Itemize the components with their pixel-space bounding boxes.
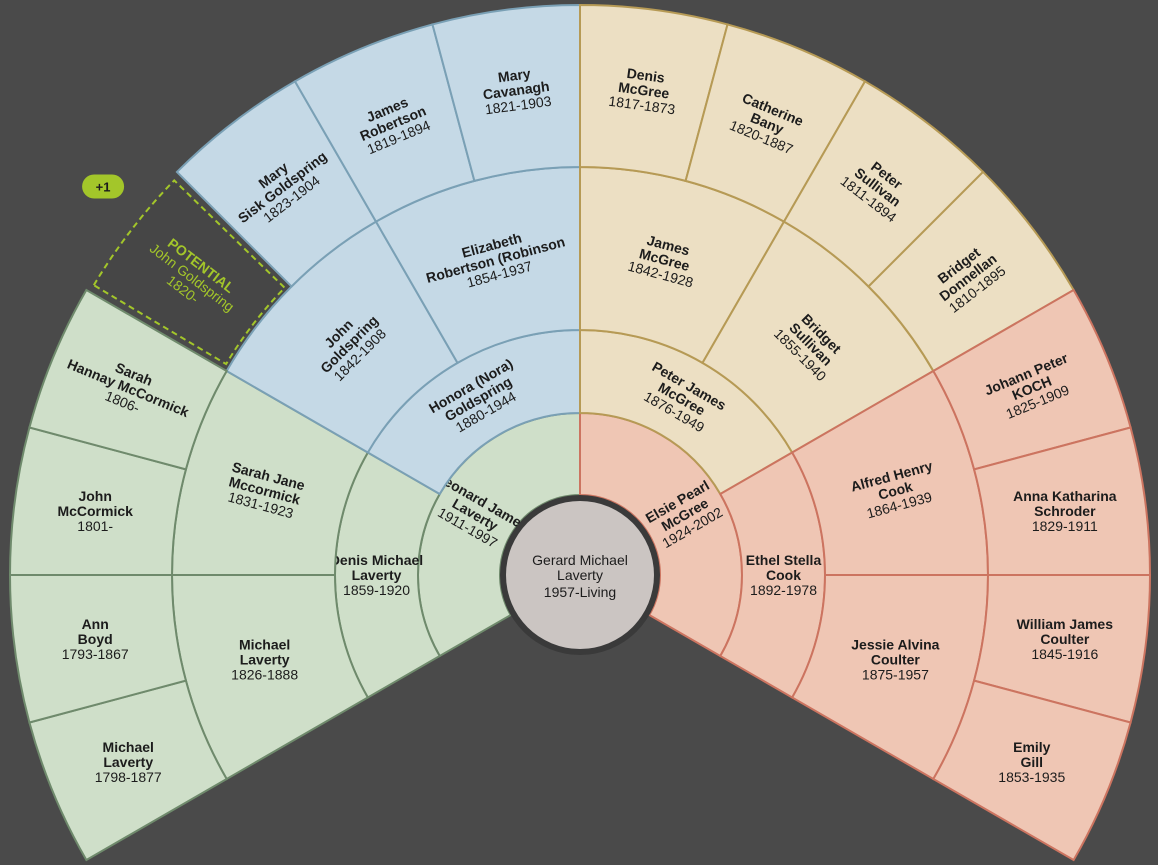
person-name: Michael [239, 637, 290, 653]
person-dates: 1793-1867 [62, 646, 129, 662]
person-dates: 1798-1877 [95, 769, 162, 785]
root-circle [506, 501, 654, 649]
person-name: Boyd [78, 631, 113, 647]
person-dates: 1826-1888 [231, 667, 298, 683]
segment-shape [28, 288, 229, 471]
person-name: Mary [497, 65, 532, 85]
person-dates: 1892-1978 [750, 582, 817, 598]
person-name: Jessie Alvina [851, 637, 939, 653]
person-name: Michael [103, 739, 154, 755]
badge-text: +1 [96, 179, 111, 194]
person-dates: 1845-1916 [1031, 646, 1098, 662]
person-dates: 1859-1920 [343, 582, 410, 598]
person-name: Coulter [871, 652, 921, 668]
root-dates: 1957-Living [544, 584, 616, 600]
person-name: John [78, 488, 111, 504]
potential-segment-shape [92, 178, 287, 366]
person-name: Laverty [240, 652, 290, 668]
person-name: Ethel Stella [746, 552, 822, 568]
person-name: Emily [1013, 739, 1051, 755]
person-dates: 1875-1957 [862, 667, 929, 683]
person-name: Ann [82, 616, 109, 632]
person-name: McCormick [57, 503, 133, 519]
segment-shape [931, 679, 1132, 862]
root-name: Laverty [557, 567, 603, 583]
add-potential-badge[interactable]: +1 [82, 174, 125, 199]
person-name: Coulter [1040, 631, 1090, 647]
badge-pill [82, 174, 125, 199]
person-name: Anna Katharina [1013, 488, 1117, 504]
root-name: Gerard Michael [532, 552, 628, 568]
person-name: Cook [766, 567, 801, 583]
person-name: William James [1017, 616, 1114, 632]
person-name: McGree [617, 79, 670, 102]
person-name: Laverty [103, 754, 153, 770]
person-name: Denis [626, 65, 666, 86]
person-name: Gill [1020, 754, 1043, 770]
person-dates: 1829-1911 [1032, 518, 1098, 534]
person-name: Laverty [352, 567, 402, 583]
person-name: Denis Michael [330, 552, 423, 568]
person-name: Schroder [1034, 503, 1096, 519]
person-dates: 1801- [77, 518, 113, 534]
person-dates: 1853-1935 [998, 769, 1065, 785]
